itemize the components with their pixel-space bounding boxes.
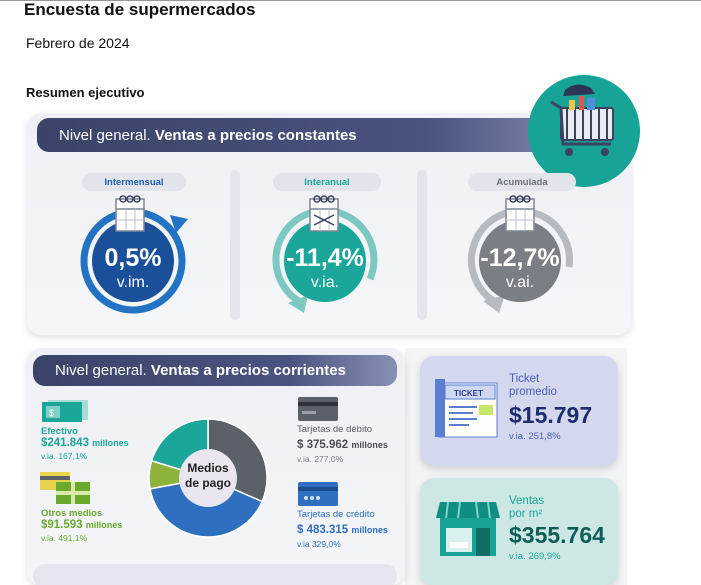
method-value-efectivo: $241.843 millones xyxy=(41,437,129,449)
sales-label-line-2: por m² xyxy=(509,508,543,520)
indicator-label-acumulada: Acumulada xyxy=(468,173,576,191)
acumulada-ring xyxy=(468,207,573,313)
sales-label: Ventas por m² xyxy=(509,495,544,521)
credit-card-icon xyxy=(298,482,338,506)
ticket-value: $15.797 xyxy=(509,402,593,428)
ticket-label-line-2: promedio xyxy=(509,386,557,398)
sales-value: $355.764 xyxy=(509,522,605,548)
next-section-banner xyxy=(33,564,397,585)
sales-variation: v.ia. 269,9% xyxy=(509,551,561,562)
indicator-unit-intermensual: v.im. xyxy=(116,274,150,291)
donut-center-label: Medios de pago xyxy=(173,461,243,491)
divider xyxy=(417,170,427,320)
method-value-credito: $ 483.315 millones xyxy=(297,524,388,536)
gift-card-icon xyxy=(40,472,90,504)
svg-text:$: $ xyxy=(49,408,54,418)
ticket-icon-text: TICKET xyxy=(454,389,483,398)
indicator-unit-acumulada: v.ai. xyxy=(505,274,535,291)
indicator-value-interanual: -11,4% xyxy=(286,244,364,272)
top-rule xyxy=(0,0,701,1)
divider xyxy=(230,170,240,320)
interanual-ring xyxy=(272,207,378,313)
indicator-unit-interanual: v.ia. xyxy=(310,274,340,291)
ticket-variation: v.ia. 251,8% xyxy=(509,431,561,442)
donut-label-line-2: de pago xyxy=(184,476,231,490)
ticket-icon: TICKET xyxy=(435,379,498,438)
method-variation-credito: v.ia 329,0% xyxy=(297,539,341,549)
method-variation-efectivo: v.ia. 167,1% xyxy=(41,451,88,461)
method-label-otros: Otros medios xyxy=(41,508,103,519)
indicator-label-intermensual: Intermensual xyxy=(82,173,186,191)
current-prices-banner: Nivel general. Ventas a precios corrient… xyxy=(33,355,397,386)
store-icon xyxy=(436,501,500,556)
method-label-debito: Tarjetas de débito xyxy=(297,424,372,435)
calendar-icon xyxy=(309,195,339,232)
method-value-otros: $91.593 millones xyxy=(41,519,123,531)
payment-methods-donut xyxy=(148,418,268,538)
donut-slice xyxy=(149,477,264,538)
method-value-debito: $ 375.962 millones xyxy=(297,439,388,451)
banner-plain: Nivel general. xyxy=(59,126,151,144)
page-title: Encuesta de supermercados xyxy=(24,0,256,19)
method-variation-otros: v.ia. 491,1% xyxy=(41,533,88,543)
method-variation-debito: v.ia. 277,0% xyxy=(297,454,344,464)
ticket-label-line-1: Ticket xyxy=(509,373,540,385)
indicator-value-intermensual: 0,5% xyxy=(104,244,162,272)
ticket-label: Ticket promedio xyxy=(509,373,557,399)
indicator-label-interanual: Interanual xyxy=(273,173,381,191)
shopping-cart-icon xyxy=(528,75,640,187)
sales-label-line-1: Ventas xyxy=(509,495,545,507)
method-label-credito: Tarjetas de crédito xyxy=(297,509,375,520)
calendar-icon xyxy=(505,195,535,232)
donut-label-line-1: Medios xyxy=(187,461,229,475)
cash-icon: $ xyxy=(42,400,88,422)
debit-card-icon xyxy=(298,397,338,421)
banner-bold: Ventas a precios corrientes xyxy=(150,362,346,379)
banner-plain: Nivel general. xyxy=(55,362,147,379)
calendar-icon xyxy=(115,195,145,232)
section-heading: Resumen ejecutivo xyxy=(26,85,145,100)
banner-bold: Ventas a precios constantes xyxy=(154,126,357,144)
indicator-value-acumulada: -12,7% xyxy=(480,244,560,272)
constant-prices-banner: Nivel general. Ventas a precios constant… xyxy=(37,118,597,152)
method-label-efectivo: Efectivo xyxy=(41,426,78,437)
report-date: Febrero de 2024 xyxy=(26,35,130,51)
